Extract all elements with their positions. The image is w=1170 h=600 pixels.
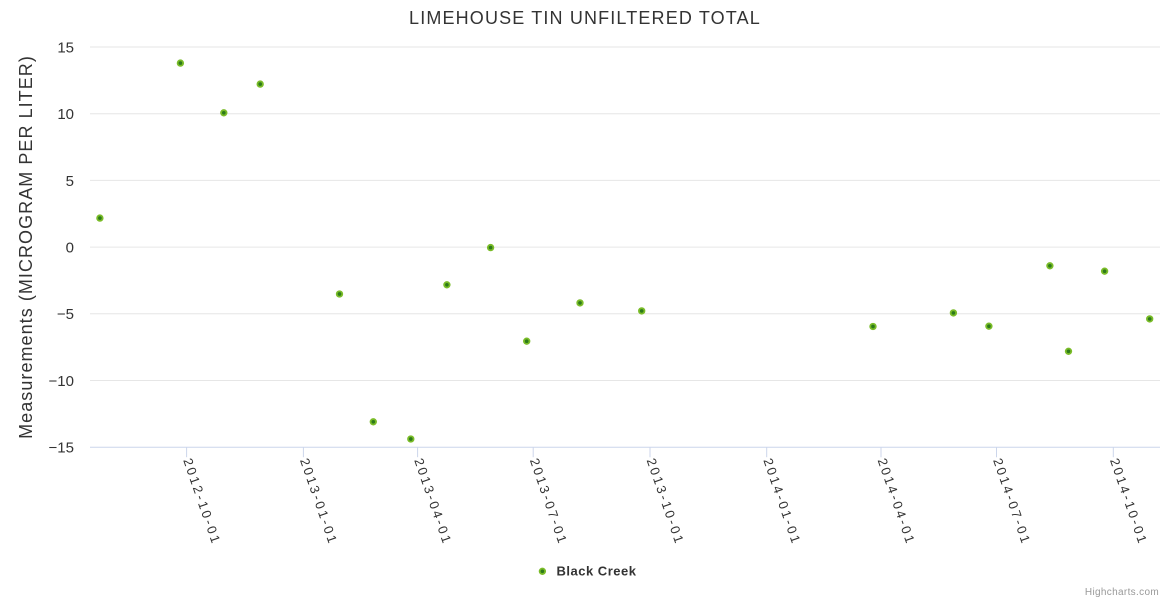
svg-text:10: 10 — [57, 106, 74, 123]
svg-text:−10: −10 — [49, 373, 74, 390]
svg-text:15: 15 — [57, 39, 74, 56]
svg-text:−5: −5 — [57, 306, 74, 323]
svg-text:LIMEHOUSE TIN UNFILTERED TOTAL: LIMEHOUSE TIN UNFILTERED TOTAL — [409, 8, 761, 28]
svg-text:5: 5 — [66, 173, 74, 190]
svg-text:Highcharts.com: Highcharts.com — [1085, 587, 1159, 598]
svg-text:Black Creek: Black Creek — [557, 564, 637, 579]
svg-text:Measurements (MICROGRAM PER LI: Measurements (MICROGRAM PER LITER) — [16, 55, 36, 439]
svg-text:0: 0 — [66, 240, 74, 257]
svg-text:−15: −15 — [49, 440, 74, 457]
